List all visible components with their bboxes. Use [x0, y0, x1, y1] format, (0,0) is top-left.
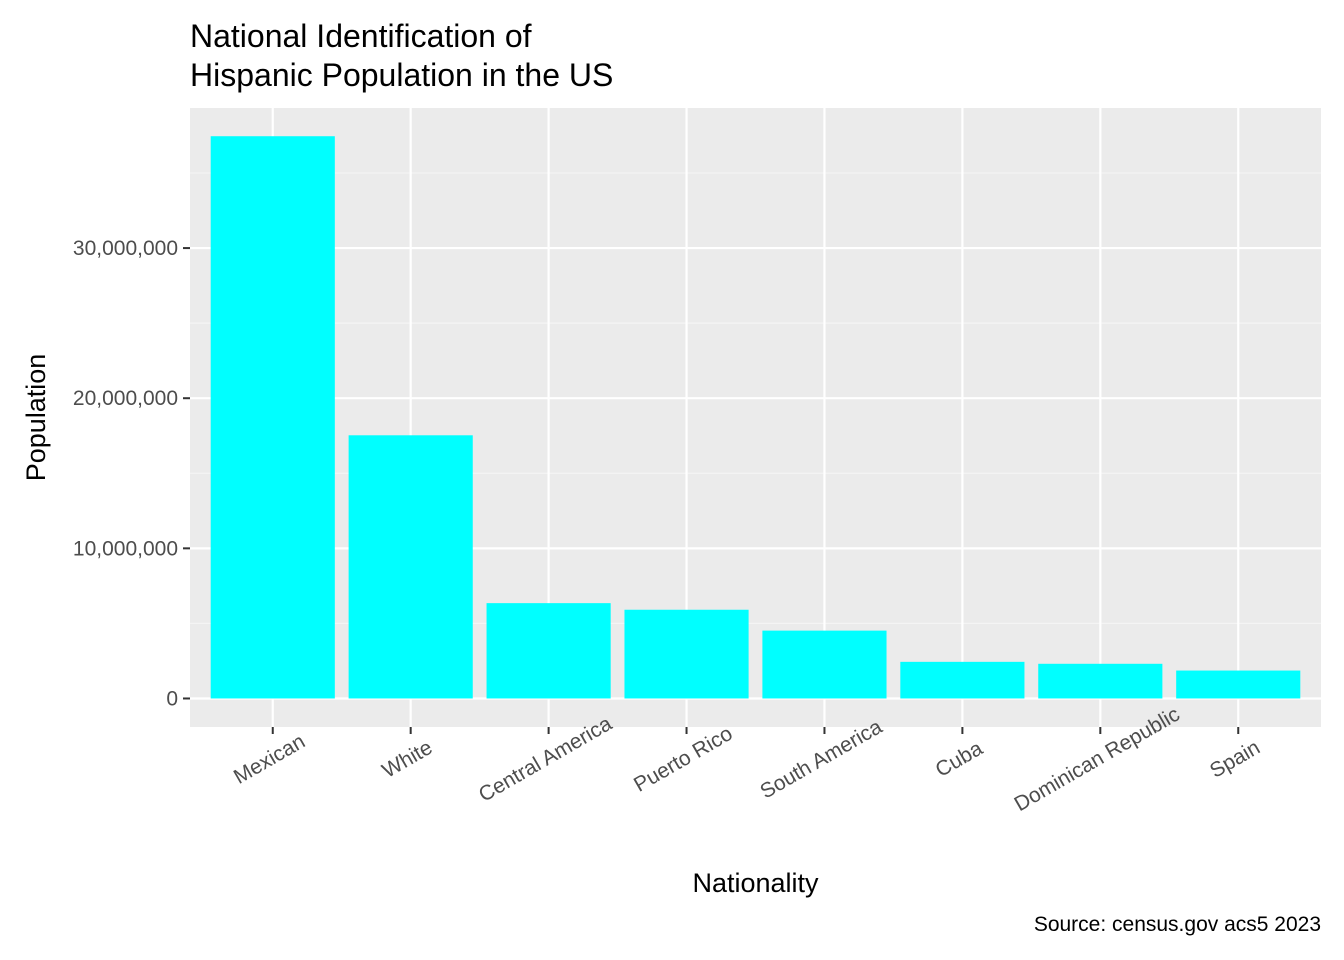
bar-puerto-rico [624, 609, 749, 699]
x-axis-title: Nationality [692, 868, 819, 898]
x-tick-label: Spain [1206, 736, 1264, 783]
bar-spain [1176, 670, 1301, 699]
y-axis: 0 10,000,000 20,000,000 30,000,000 [73, 237, 190, 710]
chart-title: National Identification of Hispanic Popu… [190, 18, 613, 93]
bar-white [348, 435, 473, 699]
bar-mexican [210, 136, 335, 699]
bars [210, 136, 1301, 699]
x-tick-label: South America [756, 715, 886, 803]
bar-south-america [762, 630, 887, 699]
chart-title-line-1: National Identification of [190, 18, 532, 54]
y-tick-label: 30,000,000 [73, 237, 178, 260]
x-tick-label: White [378, 736, 436, 783]
bar-central-america [486, 603, 611, 699]
bar-cuba [900, 661, 1025, 699]
x-tick-label: Puerto Rico [630, 722, 737, 797]
chart-title-line-2: Hispanic Population in the US [190, 57, 613, 93]
y-tick-label: 0 [166, 687, 178, 710]
chart-caption: Source: census.gov acs5 2023 [1034, 913, 1321, 936]
x-tick-label: Cuba [932, 737, 987, 782]
y-axis-title: Population [21, 354, 51, 482]
bar-dominican-republic [1038, 663, 1163, 699]
y-tick-label: 10,000,000 [73, 537, 178, 560]
x-tick-label: Mexican [230, 730, 309, 789]
y-tick-label: 20,000,000 [73, 387, 178, 410]
